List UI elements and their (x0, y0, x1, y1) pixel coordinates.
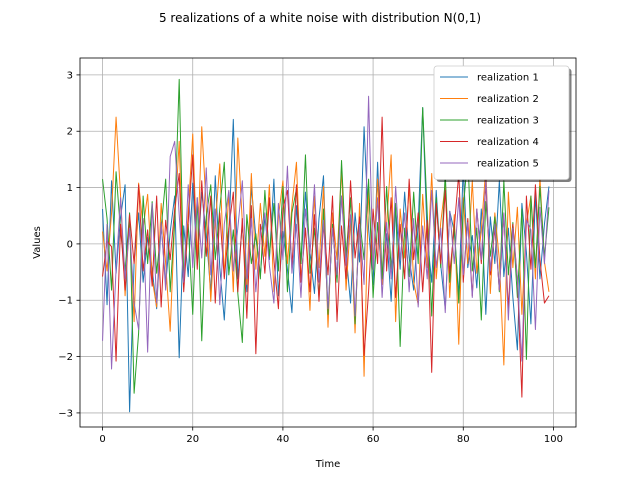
legend-label-2: realization 2 (477, 94, 539, 105)
legend-label-3: realization 3 (477, 116, 539, 127)
y-tick-label: 1 (67, 183, 73, 194)
y-axis-label: Values (32, 226, 43, 259)
y-tick-label: −1 (58, 296, 73, 307)
x-tick-label: 80 (457, 434, 470, 445)
axes-frame (79, 57, 577, 428)
x-tick-label: 20 (186, 434, 199, 445)
x-tick-label: 60 (367, 434, 380, 445)
y-tick-label: 2 (67, 127, 73, 138)
legend-label-1: realization 1 (477, 73, 539, 84)
x-tick-label: 100 (544, 434, 563, 445)
y-tick-label: 0 (67, 239, 73, 250)
legend-label-4: realization 4 (477, 137, 539, 148)
y-tick-label: −3 (58, 408, 73, 419)
x-tick-label: 0 (99, 434, 105, 445)
series-line-5 (102, 95, 550, 370)
x-tick-label: 40 (277, 434, 290, 445)
axis-ticks: 0 20 40 60 80 100 −3 −2 −1 0 1 2 3 (58, 70, 563, 445)
y-tick-label: −2 (58, 352, 73, 363)
legend-box (433, 65, 570, 180)
plot-area (102, 78, 550, 413)
y-tick-label: 3 (67, 70, 73, 81)
legend-label-5: realization 5 (477, 159, 539, 170)
legend: realization 1 realization 2 realization 3 r… (433, 65, 572, 182)
series-lines (102, 78, 550, 413)
chart-title: 5 realizations of a white noise with dis… (159, 11, 481, 25)
x-axis-label: Time (315, 459, 340, 470)
